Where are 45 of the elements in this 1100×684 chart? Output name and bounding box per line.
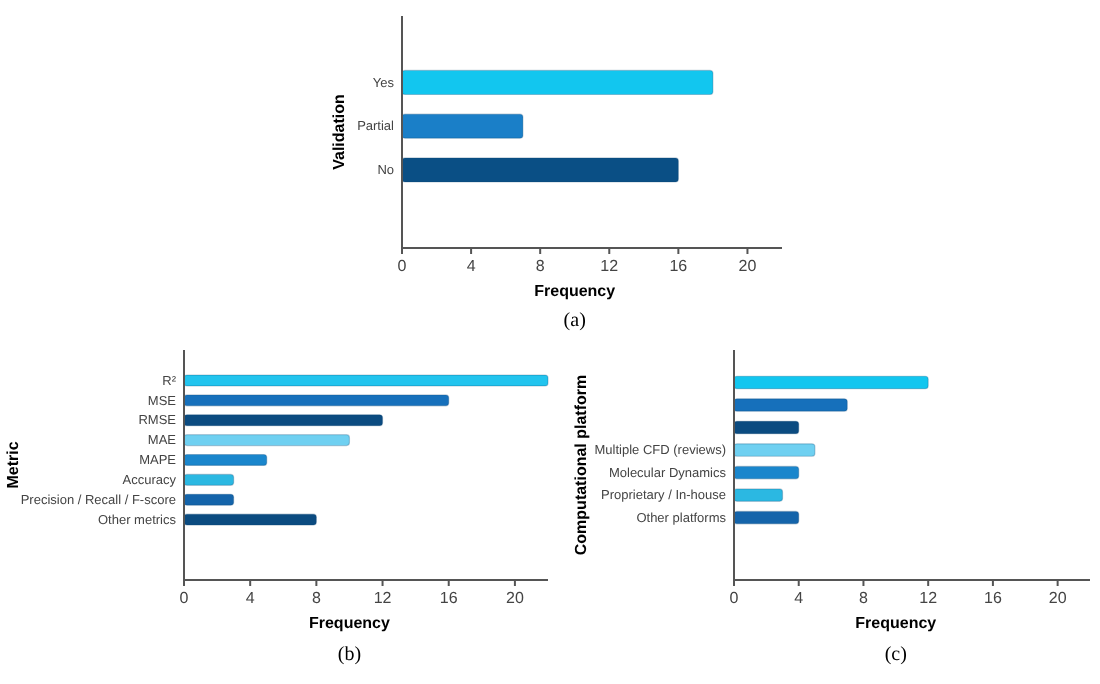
y-axis-title: Metric bbox=[4, 440, 22, 489]
x-tick-label: 4 bbox=[245, 589, 256, 608]
x-tick-label: 0 bbox=[179, 589, 190, 608]
bar bbox=[733, 510, 800, 525]
x-tick-label: 16 bbox=[439, 589, 459, 608]
bar bbox=[183, 434, 351, 447]
x-tick-label: 12 bbox=[919, 589, 939, 608]
text: (b) bbox=[337, 644, 362, 666]
text: (c) bbox=[884, 644, 907, 666]
x-axis-title: Frequency bbox=[855, 614, 938, 632]
x-tick-label: 8 bbox=[535, 257, 546, 276]
x-axis-title: Frequency bbox=[308, 614, 391, 632]
bar bbox=[733, 465, 800, 480]
y-axis-title: Computational platform bbox=[572, 374, 590, 556]
x-tick-label: 16 bbox=[984, 589, 1003, 608]
x-tick-label: 0 bbox=[397, 257, 408, 276]
x-axis-title: Frequency bbox=[534, 282, 617, 300]
bar bbox=[733, 375, 929, 390]
bar bbox=[401, 69, 714, 96]
x-tick-label: 4 bbox=[794, 589, 805, 608]
x-tick-label: 16 bbox=[669, 257, 689, 276]
x-tick-label: 0 bbox=[729, 589, 740, 608]
x-tick-label: 8 bbox=[311, 589, 322, 608]
bar bbox=[183, 493, 235, 506]
bar bbox=[733, 398, 848, 412]
bar bbox=[183, 473, 235, 486]
x-tick-label: 12 bbox=[600, 257, 620, 276]
text: (a) bbox=[563, 310, 586, 332]
bar bbox=[733, 443, 816, 457]
x-tick-label: 20 bbox=[506, 589, 525, 608]
x-tick-label: 20 bbox=[1048, 589, 1068, 608]
bar bbox=[183, 453, 268, 467]
bar bbox=[183, 374, 549, 387]
x-tick-label: 4 bbox=[466, 257, 477, 276]
bar bbox=[733, 488, 784, 502]
y-axis-title: Validation bbox=[330, 94, 348, 170]
bar bbox=[733, 420, 800, 435]
x-tick-label: 12 bbox=[373, 589, 393, 608]
bar bbox=[183, 394, 450, 407]
x-tick-label: 20 bbox=[738, 257, 758, 276]
bar bbox=[401, 113, 524, 139]
bar bbox=[183, 414, 384, 427]
bar bbox=[401, 157, 679, 183]
x-tick-label: 8 bbox=[859, 589, 869, 608]
bar bbox=[183, 513, 317, 526]
